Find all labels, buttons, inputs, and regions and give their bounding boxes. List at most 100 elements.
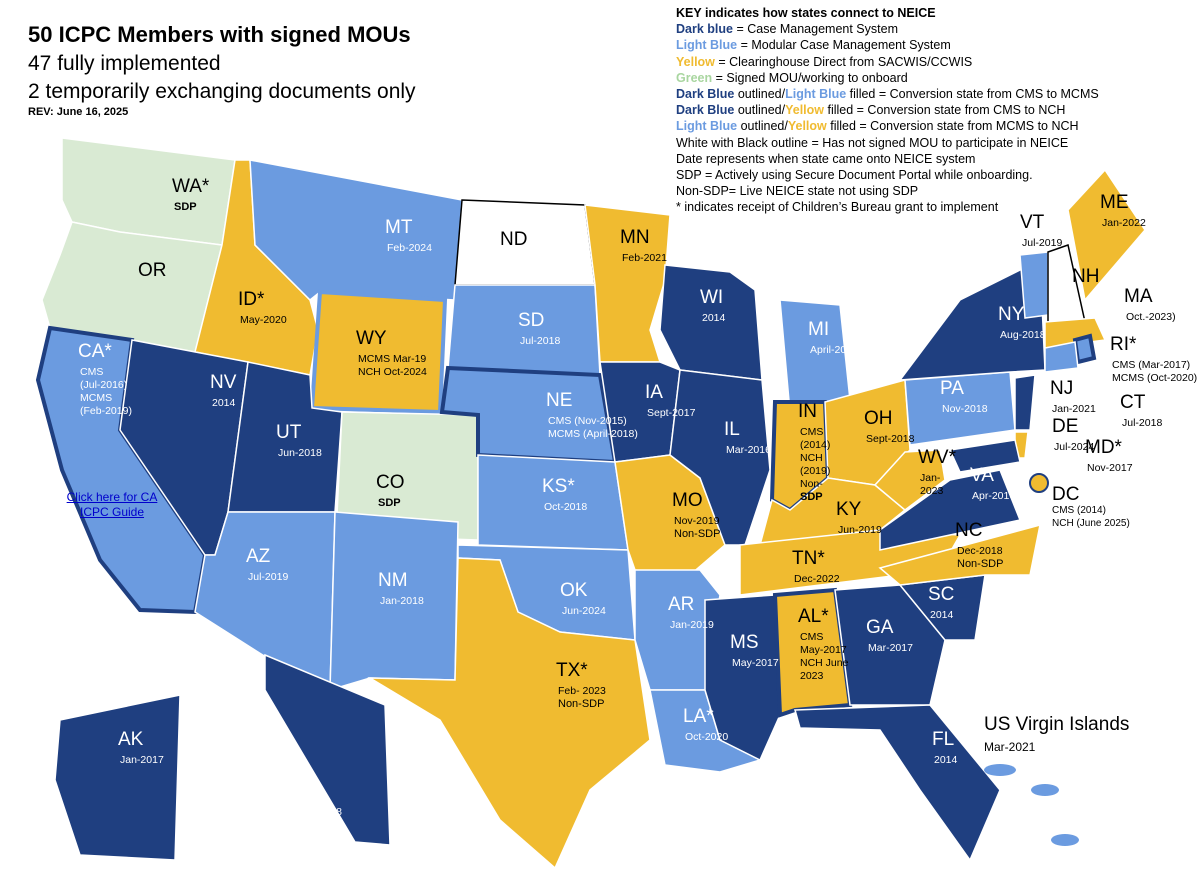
key-item: Dark Blue outlined/Yellow filled = Conve… bbox=[676, 102, 1196, 118]
state-detail: Jul-2019 bbox=[1022, 237, 1062, 249]
ca-icpc-guide-link[interactable]: Click here for CA ICPC Guide bbox=[66, 490, 158, 519]
state-label-ia: IA bbox=[645, 382, 663, 403]
state-mn bbox=[584, 204, 671, 363]
key-item-text: outlined/ bbox=[734, 103, 786, 118]
state-label-oh: OH bbox=[864, 408, 893, 429]
state-detail: April-2025 bbox=[810, 344, 858, 356]
virgin-islands-label: US Virgin Islands bbox=[984, 714, 1130, 735]
state-label-nc: NC bbox=[955, 520, 982, 541]
state-detail: Jan- bbox=[920, 472, 941, 484]
state-label-vt: VT bbox=[1020, 212, 1045, 233]
state-nj bbox=[1014, 374, 1036, 431]
state-hi bbox=[264, 653, 391, 846]
state-label-ca: CA* bbox=[78, 341, 112, 362]
state-label-nd: ND bbox=[500, 229, 527, 250]
state-detail: CMS bbox=[80, 366, 103, 378]
state-label-nm: NM bbox=[378, 570, 408, 591]
key-item-text: = Clearinghouse Direct from SACWIS/CCWIS bbox=[714, 54, 973, 69]
state-detail: Feb-2021 bbox=[622, 252, 667, 264]
state-label-tn: TN* bbox=[792, 548, 825, 569]
state-label-nh: NH bbox=[1072, 266, 1099, 287]
state-label-il: IL bbox=[724, 419, 740, 440]
state-detail: SDP bbox=[378, 497, 401, 509]
state-detail: 2014 bbox=[930, 609, 954, 621]
key-item-text: Light Blue bbox=[676, 119, 738, 134]
key-item: Yellow = Clearinghouse Direct from SACWI… bbox=[676, 54, 1196, 70]
state-wv bbox=[873, 449, 946, 511]
state-label-de: DE bbox=[1052, 416, 1078, 437]
key-item: Light Blue outlined/Yellow filled = Conv… bbox=[676, 118, 1196, 134]
state-label-ak: AK bbox=[118, 729, 144, 750]
state-label-ct: CT bbox=[1120, 392, 1146, 413]
state-detail: (2019) bbox=[800, 465, 830, 477]
state-detail: NCH June bbox=[800, 657, 849, 669]
key-item: Dark Blue outlined/Light Blue filled = C… bbox=[676, 86, 1196, 102]
state-tx bbox=[367, 557, 651, 870]
state-md bbox=[948, 439, 1021, 473]
state-detail: CMS (Nov-2015) bbox=[548, 415, 627, 427]
state-detail: SDP bbox=[174, 201, 197, 213]
state-label-nv: NV bbox=[210, 372, 237, 393]
state-detail: Non- bbox=[800, 478, 823, 490]
key-heading: KEY indicates how states connect to NEIC… bbox=[676, 6, 936, 20]
key-item-text: Light Blue bbox=[676, 38, 738, 53]
state-detail: May-2020 bbox=[240, 314, 287, 326]
virgin-islands-shape bbox=[984, 764, 1016, 776]
key-item: Date represents when state came onto NEI… bbox=[676, 151, 1196, 167]
state-label-wy: WY bbox=[356, 328, 387, 349]
state-detail: 2023 bbox=[920, 485, 944, 497]
state-label-tx: TX* bbox=[556, 660, 588, 681]
key-item-text: Yellow bbox=[676, 54, 715, 69]
state-detail: Jul-2019 bbox=[248, 571, 288, 583]
state-va bbox=[879, 469, 1022, 551]
state-label-md: MD* bbox=[1085, 437, 1123, 458]
state-label-sc: SC bbox=[928, 584, 954, 605]
state-label-ks: KS* bbox=[542, 476, 575, 497]
key-item-text: Yellow bbox=[787, 119, 827, 134]
temporary-count: 2 temporarily exchanging documents only bbox=[28, 80, 416, 103]
key-item: Dark blue = Case Management System bbox=[676, 21, 1196, 37]
key-item-text: White with Black outline = Has not signe… bbox=[676, 135, 1069, 150]
state-detail: Jul-2024 bbox=[1054, 441, 1094, 453]
state-label-la: LA* bbox=[683, 706, 714, 727]
state-label-ok: OK bbox=[560, 580, 588, 601]
state-detail: CMS bbox=[800, 631, 823, 643]
key-item-text: * indicates receipt of Children’s Bureau… bbox=[676, 200, 999, 215]
key-item-text: Dark Blue bbox=[676, 87, 735, 102]
state-detail: Dec-2018 bbox=[957, 545, 1003, 557]
state-detail: Apr-2016 bbox=[972, 490, 1015, 502]
key-item-text: Green bbox=[676, 70, 713, 85]
state-detail: NCH bbox=[800, 452, 823, 464]
key-item-text: Non-SDP= Live NEICE state not using SDP bbox=[676, 184, 919, 199]
key-item-text: SDP = Actively using Secure Document Por… bbox=[676, 168, 1033, 183]
state-detail: Jun-2024 bbox=[562, 605, 606, 617]
state-label-pa: PA bbox=[940, 378, 964, 399]
state-detail: (Feb-2019) bbox=[80, 405, 132, 417]
key-item-text: outlined/ bbox=[734, 87, 786, 102]
state-detail: Non-SDP bbox=[674, 528, 720, 540]
virgin-islands-shape bbox=[1031, 784, 1059, 796]
state-label-ms: MS bbox=[730, 632, 759, 653]
state-detail: CMS (2014) bbox=[1052, 505, 1106, 516]
state-ri bbox=[1072, 333, 1097, 365]
state-detail: (2014) bbox=[800, 439, 830, 451]
state-detail: May-2017 bbox=[800, 644, 847, 656]
state-al bbox=[772, 587, 853, 718]
state-label-az: AZ bbox=[246, 546, 271, 567]
state-label-mo: MO bbox=[672, 490, 703, 511]
key-item-text: Yellow bbox=[785, 103, 824, 118]
implemented-count: 47 fully implemented bbox=[28, 52, 221, 75]
key-item: * indicates receipt of Children’s Bureau… bbox=[676, 199, 1196, 215]
state-label-fl: FL bbox=[932, 729, 954, 750]
state-label-va: VA bbox=[970, 465, 994, 486]
state-label-ne: NE bbox=[546, 390, 572, 411]
state-detail: Sept-2018 bbox=[866, 433, 915, 445]
state-label-ga: GA bbox=[866, 617, 894, 638]
state-detail: MCMS (Oct-2020) bbox=[1112, 372, 1197, 384]
state-label-mn: MN bbox=[620, 227, 650, 248]
state-detail: Sept-2017 bbox=[647, 407, 696, 419]
state-detail: NCH Oct-2024 bbox=[358, 366, 427, 378]
map-key: KEY indicates how states connect to NEIC… bbox=[676, 5, 1196, 216]
state-detail: CMS (Mar-2017) bbox=[1112, 359, 1190, 371]
state-detail: Feb-2024 bbox=[387, 242, 432, 254]
